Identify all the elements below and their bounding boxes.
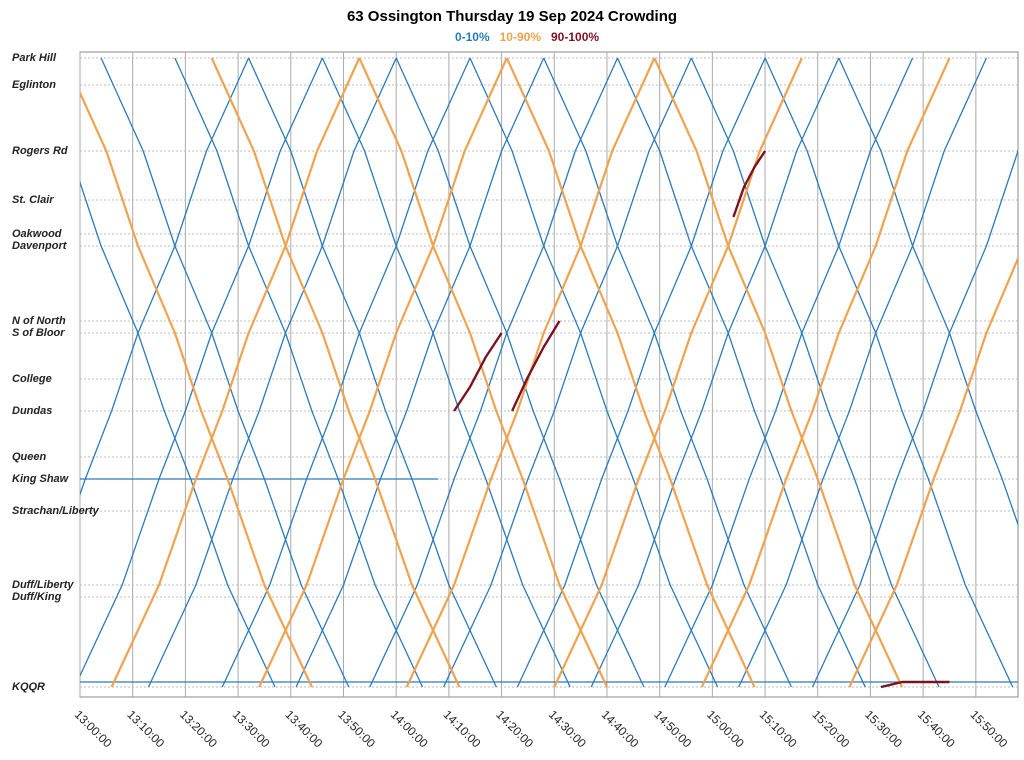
y-tick-label: St. Clair: [12, 194, 54, 206]
trip-line: [110, 57, 361, 688]
trip-line: [848, 255, 1018, 688]
chart-title: 63 Ossington Thursday 19 Sep 2024 Crowdi…: [347, 8, 677, 25]
trip-line: [516, 57, 766, 688]
x-tick-label: 15:20:00: [809, 707, 852, 750]
y-tick-label: Dundas: [12, 405, 52, 417]
axis-labels: 13:00:00 13:10:00 13:20:00 13:30:00 13:40:00…: [12, 52, 1011, 751]
x-tick-label: 13:10:00: [124, 707, 167, 750]
y-tick-label: Strachan/Liberty: [12, 505, 100, 517]
trip-line: [258, 57, 508, 688]
legend: 0-10% 10-90% 90-100%: [455, 30, 599, 44]
trip-line: [616, 57, 866, 688]
legend-entry: 90-100%: [551, 30, 599, 44]
trip-line: [880, 680, 950, 689]
x-tick-label: 14:50:00: [651, 707, 694, 750]
trip-line: [732, 150, 767, 218]
trip-line: [700, 57, 951, 688]
trip-line: [511, 320, 561, 412]
x-tick-label: 14:40:00: [599, 707, 642, 750]
trip-line: [100, 57, 350, 688]
trip-line: [395, 57, 645, 688]
trip-line: [543, 57, 792, 688]
x-tick-label: 15:50:00: [967, 707, 1010, 750]
x-tick-label: 13:00:00: [72, 707, 115, 750]
trip-line: [80, 90, 313, 688]
x-tick-label: 13:30:00: [230, 707, 273, 750]
x-tick-label: 14:30:00: [546, 707, 589, 750]
x-tick-label: 15:40:00: [915, 707, 958, 750]
y-tick-label: KQQR: [12, 681, 45, 693]
trip-line: [248, 57, 497, 688]
trip-line: [590, 57, 840, 688]
trip-line: [453, 332, 503, 412]
y-tick-label: N of North: [12, 315, 66, 327]
y-tick-label: Oakwood: [12, 228, 62, 240]
trip-line: [838, 57, 1018, 527]
trips: [80, 57, 1018, 689]
y-tick-label: College: [12, 373, 52, 385]
trip-line: [174, 57, 424, 688]
trip-line: [443, 57, 692, 688]
legend-entry: 0-10%: [455, 30, 490, 44]
trip-line: [690, 57, 940, 688]
y-tick-label: Davenport: [12, 240, 68, 252]
trip-line: [80, 57, 250, 497]
trip-line: [221, 57, 471, 688]
x-tick-label: 14:00:00: [388, 707, 431, 750]
y-tick-label: S of Bloor: [12, 327, 65, 339]
trip-line: [147, 57, 397, 688]
trip-line: [358, 57, 608, 688]
x-tick-label: 15:10:00: [757, 707, 800, 750]
y-tick-label: Duff/King: [12, 591, 62, 603]
trip-line: [80, 180, 276, 688]
y-tick-label: Duff/Liberty: [12, 579, 74, 591]
trip-line: [664, 57, 914, 688]
x-tick-label: 14:10:00: [441, 707, 484, 750]
y-tick-label: Park Hill: [12, 52, 57, 64]
legend-entry: 10-90%: [500, 30, 542, 44]
x-tick-label: 13:20:00: [177, 707, 220, 750]
x-tick-label: 15:00:00: [704, 707, 747, 750]
x-tick-label: 13:40:00: [282, 707, 325, 750]
trip-line: [653, 57, 904, 688]
x-tick-label: 14:20:00: [493, 707, 536, 750]
trip-line: [469, 57, 719, 688]
trip-line: [738, 57, 987, 688]
trip-line: [811, 149, 1018, 688]
y-tick-label: Rogers Rd: [12, 145, 68, 157]
x-tick-label: 15:30:00: [862, 707, 905, 750]
trip-line: [295, 57, 545, 688]
trip-line: [80, 57, 323, 678]
x-tick-label: 13:50:00: [335, 707, 378, 750]
trip-line: [764, 57, 1014, 688]
y-tick-label: Eglinton: [12, 79, 56, 91]
trip-line: [210, 57, 461, 688]
y-tick-label: King Shaw: [12, 473, 70, 485]
trip-line: [321, 57, 571, 688]
trip-line: [505, 57, 756, 688]
y-tick-label: Queen: [12, 451, 47, 463]
trip-line: [369, 57, 619, 688]
